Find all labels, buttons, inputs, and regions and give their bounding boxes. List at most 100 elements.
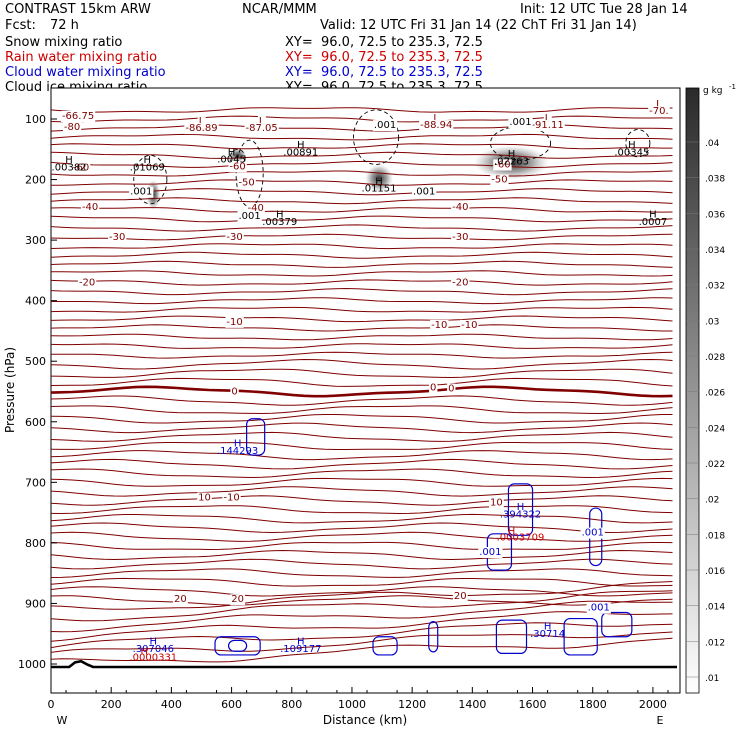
isotherm: [51, 107, 673, 113]
y-tick-label: 500: [25, 355, 46, 368]
snow-max-marker: H: [375, 176, 383, 187]
x-tick-label: 2000: [639, 698, 667, 711]
low-value-bg: [648, 106, 670, 118]
isotherm: [51, 477, 673, 487]
isotherm-label-bg: [228, 161, 247, 173]
cloud-water-contour: [601, 611, 633, 638]
isotherm: [51, 486, 673, 497]
ice-contour-label: .001: [238, 211, 260, 222]
ice-contour-label: .001: [130, 187, 152, 198]
snow-max-marker: H: [276, 210, 284, 221]
y-tick-label: 1000: [18, 658, 46, 671]
y-axis: 100 200 300 400 500 600 700 800 900 1000: [18, 113, 57, 671]
isotherm: [51, 124, 673, 132]
cloud-water-contour: [246, 418, 266, 456]
cloud-water-max-marker: H: [544, 621, 552, 632]
field-cloud-water-xy: XY= 96.0, 72.5 to 235.3, 72.5: [285, 65, 483, 80]
isotherm: [51, 251, 673, 259]
isotherm: [51, 637, 673, 663]
colorbar-ticks: .04 .038 .036 .034 .032 .03 .028 .026 .024 .022 .0…: [686, 139, 725, 684]
snow-max-marker: H: [65, 155, 73, 166]
isotherm: [51, 224, 673, 232]
colorbar-tick-label: .022: [705, 460, 725, 470]
surface-line: [51, 659, 677, 669]
isotherm-label: -60: [229, 161, 245, 172]
ice-contour-label: .001: [374, 120, 396, 131]
isotherm: [51, 270, 673, 277]
temperature-contours: [51, 107, 673, 663]
isotherm: [51, 468, 673, 479]
isotherm: [51, 631, 673, 653]
isotherm: [51, 622, 673, 649]
snow-max-value: .00379: [262, 217, 297, 228]
isotherm: [51, 568, 673, 578]
low-value-bg: [244, 123, 279, 135]
isotherm-label-bg: [108, 232, 127, 244]
y-tick-label: 100: [25, 113, 46, 126]
x-axis: 0 200 400 600 800 1000 1200 1400 1600 1800 2000: [48, 687, 669, 711]
cloud-water-contour: [428, 621, 439, 653]
isotherm: [51, 151, 673, 159]
isotherm-label-bg: [493, 159, 512, 171]
low-marker-bg: [432, 112, 441, 124]
snow-max-marker: H: [649, 210, 657, 221]
cloud-water-contour: [563, 617, 598, 656]
isotherm-label-bg: [452, 591, 468, 603]
ice-contour-label: .001: [509, 117, 531, 128]
isotherm: [51, 170, 673, 177]
rain-max-value: .0003709: [497, 532, 545, 543]
isotherm-label: -10: [431, 320, 447, 331]
isotherm-label: -66.75: [62, 111, 94, 122]
cloud-water-max-marker: H: [234, 439, 242, 450]
isotherm: [51, 351, 673, 359]
isotherm: [51, 458, 673, 470]
ice-contour-label-bg: [237, 210, 262, 222]
isotherm-label-bg: [222, 492, 241, 504]
snow-max-marker: H: [628, 140, 636, 151]
isotherm-label: -60: [494, 159, 510, 170]
cloud-water-value-bg: [478, 547, 503, 558]
colorbar-tick-label: .018: [705, 531, 725, 541]
isotherm: [51, 450, 673, 461]
isotherm: [51, 306, 673, 313]
isotherm-label: -20: [452, 278, 468, 289]
isotherm: [51, 581, 673, 610]
colorbar-unit-exponent: -1: [729, 83, 736, 91]
isotherm: [51, 495, 673, 506]
isotherm: [51, 541, 673, 551]
isotherm: [51, 343, 673, 349]
isotherm: [51, 197, 673, 205]
isotherm: [51, 260, 673, 268]
isotherm-label: -10: [223, 493, 239, 504]
isotherm: [51, 368, 673, 379]
x-axis-label: Distance (km): [323, 713, 407, 727]
snow-max-value: .00345: [614, 147, 649, 158]
isotherm-label: 10: [198, 493, 211, 504]
snow-max-value: .01151: [362, 184, 397, 195]
field-snow-name: Snow mixing ratio: [5, 35, 123, 50]
isotherm-label: -60: [73, 162, 89, 173]
isotherm: [51, 297, 673, 305]
low-marker: L: [259, 116, 265, 127]
init-time: Init: 12 UTC Tue 28 Jan 14: [520, 2, 688, 17]
isotherm-label-bg: [451, 232, 470, 244]
isotherm: [51, 243, 673, 250]
isotherm-label-bg: [60, 111, 96, 122]
ice-contour-label-bg: [412, 186, 437, 198]
low-marker: L: [199, 116, 205, 127]
ice-contour-label: .001: [413, 187, 435, 198]
isotherm: [51, 233, 673, 241]
isotherm-label-bg: [197, 492, 212, 504]
cloud-water-value: .001: [479, 547, 501, 558]
low-value: -91.11: [531, 120, 563, 131]
snow-max-value: .00382: [52, 162, 87, 173]
isotherm-label-bg: [173, 594, 188, 606]
cloud-water-max-marker: H: [150, 637, 158, 648]
isotherm-label: -50: [491, 175, 507, 186]
forecast-value: 72 h: [50, 18, 79, 33]
colorbar-tick-label: .034: [705, 246, 725, 256]
isotherm-label-bg: [71, 162, 91, 174]
rain-max-value: .0000331: [129, 652, 177, 663]
isotherm-label: -30: [452, 232, 468, 243]
